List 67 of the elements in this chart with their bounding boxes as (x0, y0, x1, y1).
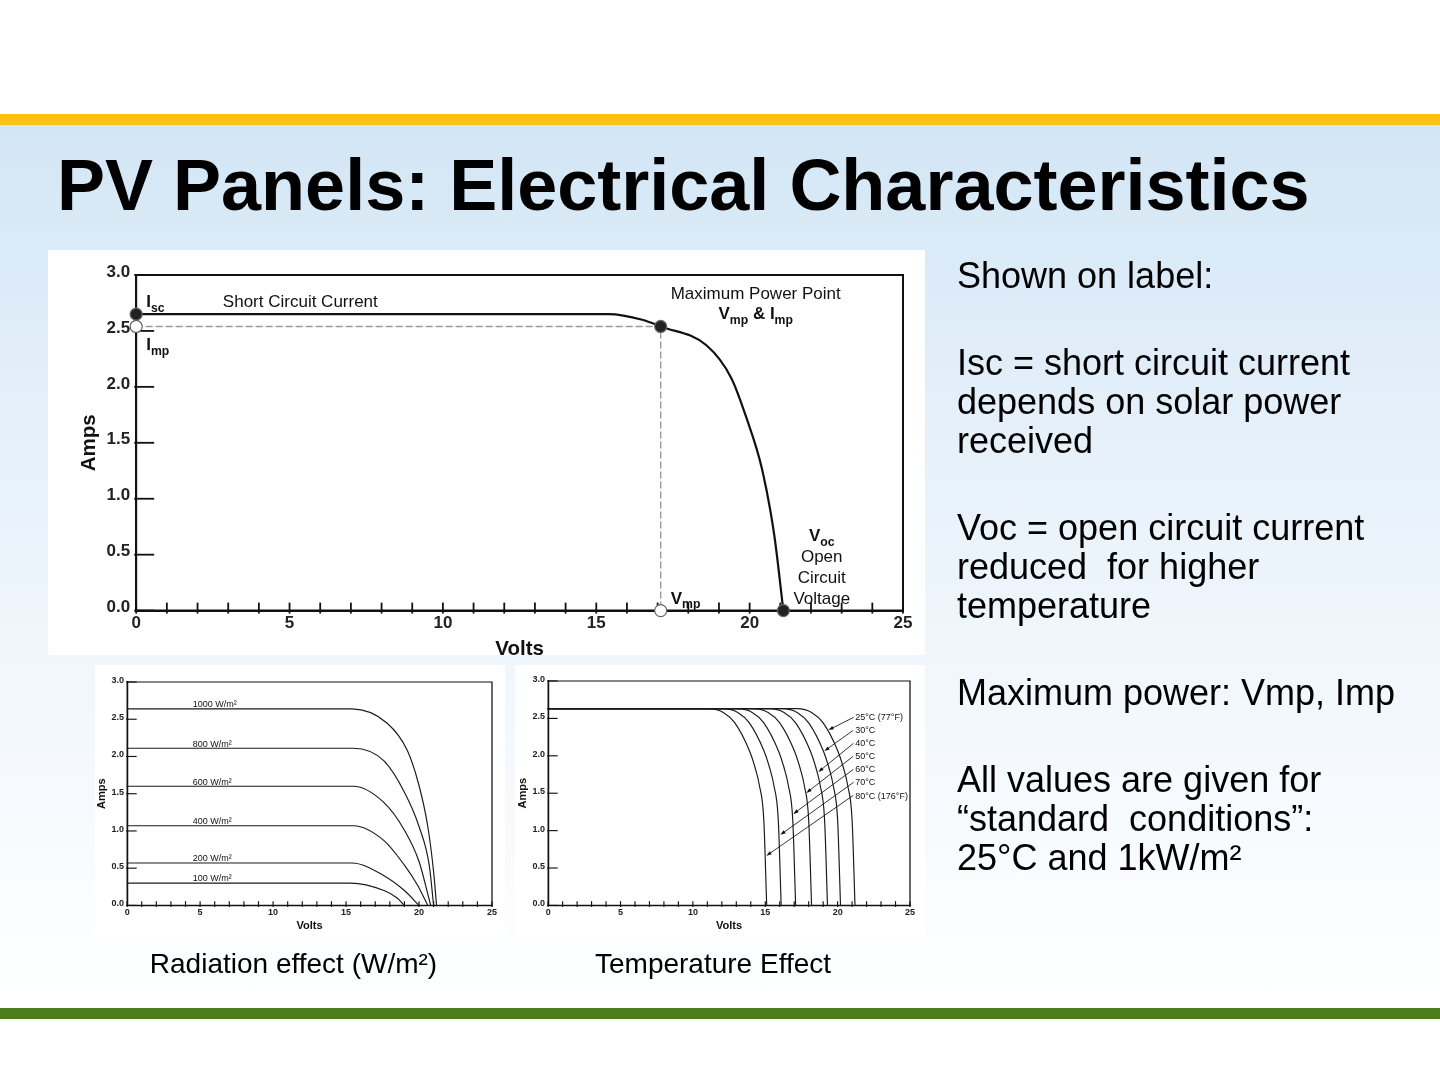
y-tick-label: 3.0 (106, 261, 131, 281)
series-label: 600 W/m² (192, 776, 232, 787)
text: Maximum power: Vmp, Imp (957, 672, 1397, 713)
text: Voc = open circuit current reduced for higher temperature (957, 507, 1366, 626)
annotation: Short Circuit Current (222, 292, 379, 312)
x-tick-label: 0 (124, 906, 130, 917)
text: 80°C (176°F) (855, 790, 908, 801)
y-tick-label: 2.5 (111, 712, 124, 723)
y-tick-label: 1.0 (106, 485, 131, 505)
text: Temperature Effect (594, 947, 832, 979)
x-tick-label: 20 (414, 906, 425, 917)
text: 70°C (855, 777, 876, 788)
x-axis-title: Volts (296, 919, 323, 932)
y-axis-title: Amps (95, 778, 108, 810)
x-tick-label: 25 (904, 906, 916, 917)
series-label: 800 W/m² (192, 738, 232, 749)
y-tick-label: 2.5 (532, 711, 545, 722)
y-tick-label: 2.0 (111, 749, 124, 760)
y-tick-label: 1.5 (106, 429, 131, 449)
y-axis-title: Amps (516, 777, 529, 809)
y-tick-label: 3.0 (111, 674, 124, 685)
series-label: 200 W/m² (192, 853, 232, 864)
legend-label: 25°C (77°F) (855, 712, 903, 723)
series-label: 100 W/m² (192, 873, 232, 884)
x-axis-title: Volts (495, 636, 544, 660)
y-tick-label: 2.0 (106, 373, 131, 393)
x-tick-label: 0 (545, 906, 551, 917)
y-tick-label: 0.0 (106, 597, 131, 617)
chart-title: PV Panels: Electrical Characteristics (57, 145, 1310, 225)
x-tick-label: 5 (618, 906, 624, 917)
y-tick-label: 3.0 (532, 673, 545, 684)
text: Shown on label: (957, 255, 1215, 296)
legend-label: 40°C (855, 738, 876, 749)
y-tick-label: 0.0 (532, 898, 545, 909)
y-axis-title: Amps (75, 414, 99, 472)
y-tick-label: 1.0 (532, 823, 545, 834)
y-tick-label: 2.5 (106, 317, 131, 337)
series-label: 1000 W/m² (192, 699, 237, 710)
x-tick-label: 15 (341, 906, 352, 917)
y-tick-label: 1.5 (532, 786, 545, 797)
x-axis-title: Volts (715, 919, 743, 932)
x-tick-label: 10 (433, 613, 453, 633)
x-tick-label: 0 (131, 613, 141, 633)
x-tick-label: 10 (268, 906, 279, 917)
y-tick-label: 1.5 (111, 786, 124, 797)
y-tick-label: 2.0 (532, 748, 545, 759)
x-tick-label: 10 (687, 906, 698, 917)
x-tick-label: 5 (284, 613, 295, 633)
text: Isc = short circuit current depends on solar power received (957, 342, 1352, 461)
y-tick-label: 1.0 (111, 823, 124, 834)
x-tick-label: 25 (486, 906, 498, 917)
y-tick-label: 0.0 (111, 898, 124, 909)
x-tick-label: 20 (740, 613, 760, 633)
text: 50°C (855, 751, 876, 762)
legend-label: 30°C (855, 725, 876, 736)
text: 60°C (855, 764, 876, 775)
y-tick-label: 0.5 (532, 860, 545, 871)
series-label: 400 W/m² (192, 816, 232, 827)
y-tick-label: 0.5 (111, 861, 124, 872)
x-tick-label: 25 (893, 613, 913, 633)
x-tick-label: 20 (832, 906, 843, 917)
y-tick-label: 0.5 (106, 541, 131, 561)
x-tick-label: 15 (586, 613, 606, 633)
text: Radiation effect (W/m²) (149, 947, 438, 979)
x-tick-label: 15 (760, 906, 771, 917)
text: All values are given for “standard conditions”: 25°C and 1kW/m² (957, 759, 1323, 878)
x-tick-label: 5 (197, 906, 203, 917)
